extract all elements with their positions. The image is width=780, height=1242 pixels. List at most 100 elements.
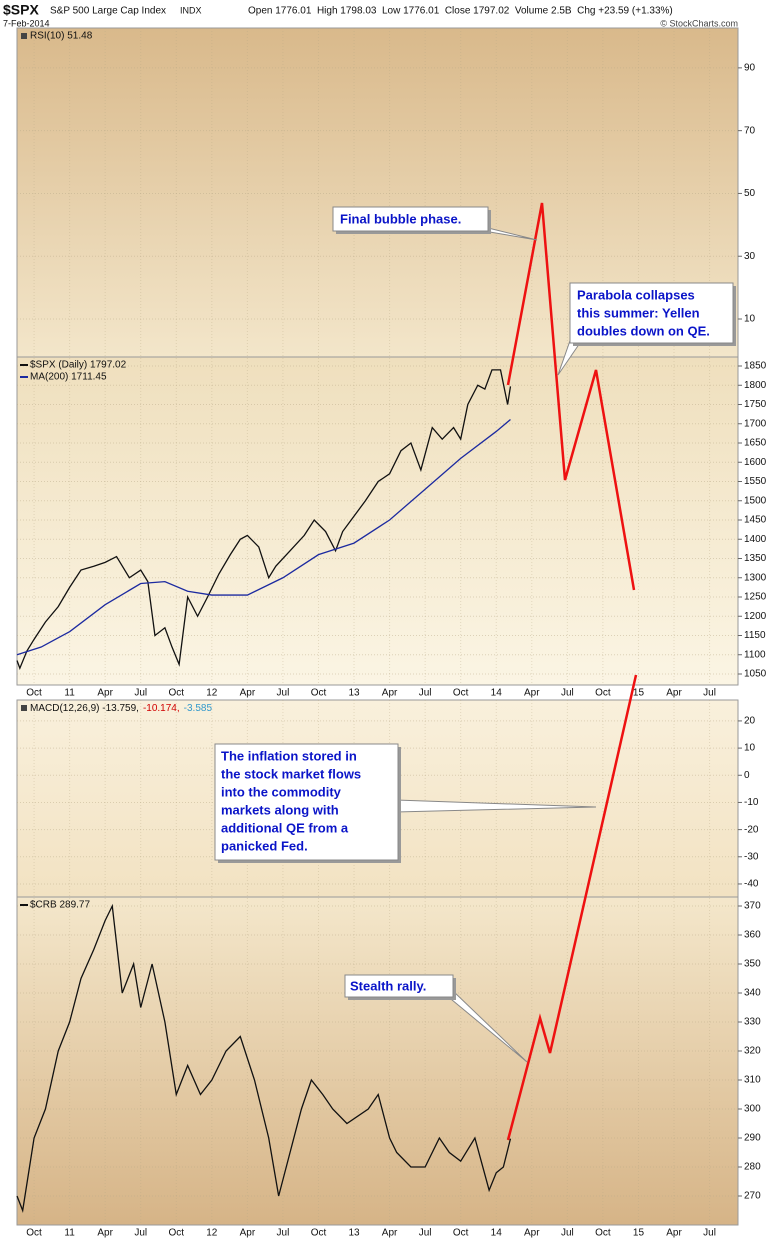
x-tick-label: Jul	[277, 688, 290, 699]
y-tick-label: 340	[744, 988, 761, 999]
panel-title: MACD(12,26,9) -13.759, -10.174, -3.585	[30, 703, 212, 714]
note-text: markets along with	[221, 802, 339, 817]
x-tick-label: 13	[348, 1228, 360, 1239]
y-tick-label: 70	[744, 125, 756, 136]
y-tick-label: 350	[744, 959, 761, 970]
y-tick-label: 270	[744, 1191, 761, 1202]
projection-lines	[506, 202, 638, 1141]
x-tick-label: Apr	[97, 688, 113, 699]
y-tick-label: 1150	[744, 630, 766, 641]
exchange: INDX	[180, 5, 202, 15]
date: 7-Feb-2014	[3, 18, 50, 28]
x-tick-label: Oct	[595, 1228, 611, 1239]
x-tick-label: Oct	[26, 1228, 42, 1239]
x-tick-label: Oct	[311, 1228, 327, 1239]
y-tick-label: 1350	[744, 553, 767, 564]
x-tick-label: 12	[206, 688, 218, 699]
x-tick-label: 12	[206, 1228, 218, 1239]
credit: © StockCharts.com	[660, 18, 738, 28]
x-tick-label: Apr	[240, 1228, 256, 1239]
note-text: The inflation stored in	[221, 748, 357, 763]
x-tick-label: Apr	[382, 688, 398, 699]
crb-panel	[16, 896, 739, 1226]
spx-projection	[506, 202, 636, 591]
y-tick-label: 1600	[744, 457, 767, 468]
x-tick-label: 15	[633, 1228, 645, 1239]
x-tick-label: Jul	[419, 688, 432, 699]
y-tick-label: 300	[744, 1104, 761, 1115]
callout-box	[214, 743, 399, 861]
y-tick-label: 360	[744, 930, 761, 941]
y-tick-label: 1450	[744, 515, 767, 526]
x-tick-label: Oct	[311, 688, 327, 699]
x-tick-label: Apr	[666, 688, 682, 699]
x-tick-label: Apr	[240, 688, 256, 699]
x-tick-label: Oct	[453, 1228, 469, 1239]
title-part: -3.585	[184, 703, 213, 714]
y-tick-label: -20	[744, 824, 759, 835]
y-tick-label: 1850	[744, 361, 767, 372]
y-tick-label: 20	[744, 716, 756, 727]
y-tick-label: 1400	[744, 534, 767, 545]
x-tick-label: Apr	[666, 1228, 682, 1239]
y-tick-label: 310	[744, 1075, 761, 1086]
x-tick-label: Oct	[168, 688, 184, 699]
x-tick-label: 13	[348, 688, 360, 699]
y-tick-label: -30	[744, 851, 759, 862]
x-tick-label: Apr	[97, 1228, 113, 1239]
note-text: Parabola collapses	[577, 287, 695, 302]
note-text: this summer: Yellen	[577, 305, 700, 320]
series-line	[16, 369, 512, 671]
x-tick-label: Jul	[561, 1228, 574, 1239]
x-tick-label: Oct	[453, 688, 469, 699]
y-tick-label: 90	[744, 63, 756, 74]
y-tick-label: 1500	[744, 495, 767, 506]
note-text: the stock market flows	[221, 766, 361, 781]
x-tick-label: Jul	[561, 688, 574, 699]
y-tick-label: 1100	[744, 649, 766, 660]
price-panel	[16, 356, 739, 686]
y-tick-label: 290	[744, 1133, 761, 1144]
y-tick-label: 1700	[744, 418, 767, 429]
y-tick-label: 1550	[744, 476, 767, 487]
x-tick-label: Oct	[595, 688, 611, 699]
x-tick-label: 11	[64, 688, 75, 699]
x-tick-label: Apr	[382, 1228, 398, 1239]
series-line	[16, 419, 511, 656]
note-text: doubles down on QE.	[577, 323, 710, 338]
x-tick-label: 15	[633, 688, 645, 699]
title-part: MACD(12,26,9) -13.759,	[30, 703, 139, 714]
note-text: additional QE from a	[221, 820, 349, 835]
x-tick-label: Apr	[524, 688, 540, 699]
crb-projection	[506, 674, 638, 1141]
callout-box	[332, 206, 489, 232]
x-tick-label: Jul	[277, 1228, 290, 1239]
y-tick-label: -10	[744, 797, 759, 808]
panel-title: RSI(10) 51.48	[30, 31, 93, 42]
y-tick-label: 0	[744, 770, 750, 781]
x-tick-label: Apr	[524, 1228, 540, 1239]
y-tick-label: -40	[744, 879, 759, 890]
series-line	[16, 903, 512, 1213]
legend-label: $CRB 289.77	[30, 900, 90, 911]
x-tick-label: Jul	[419, 1228, 432, 1239]
y-tick-label: 1750	[744, 399, 767, 410]
y-tick-label: 1650	[744, 438, 767, 449]
y-tick-label: 320	[744, 1046, 761, 1057]
callouts: Final bubble phase. Parabola collapses t…	[214, 206, 736, 1063]
legend-label: MA(200) 1711.45	[30, 372, 107, 383]
y-tick-label: 1300	[744, 572, 767, 583]
y-tick-label: 1050	[744, 669, 767, 680]
note-text: panicked Fed.	[221, 838, 308, 853]
note-text: Final bubble phase.	[340, 211, 461, 226]
callout-box	[344, 974, 454, 998]
symbol: $SPX	[3, 2, 39, 18]
x-tick-label: 14	[491, 1228, 503, 1239]
y-tick-label: 30	[744, 251, 756, 262]
title-part: -10.174,	[143, 703, 180, 714]
y-tick-label: 1800	[744, 380, 767, 391]
index-name: S&P 500 Large Cap Index	[50, 6, 166, 17]
x-tick-label: Oct	[26, 688, 42, 699]
x-tick-label: Jul	[134, 1228, 147, 1239]
